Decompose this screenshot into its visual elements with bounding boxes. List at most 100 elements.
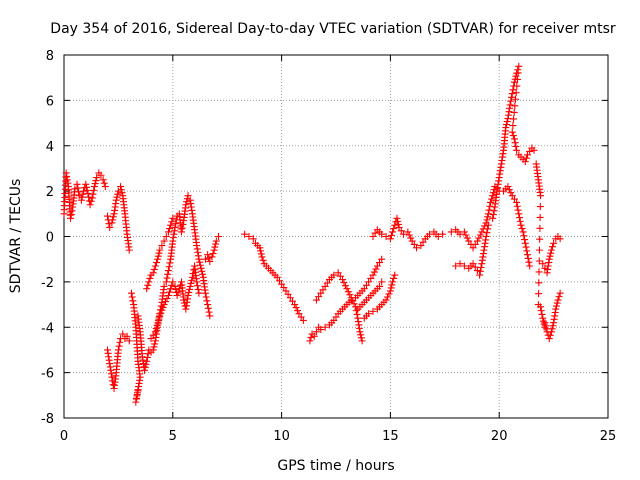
data-point [158, 242, 166, 250]
data-point [91, 180, 99, 188]
data-point [477, 264, 485, 272]
data-point [535, 246, 543, 254]
data-point [193, 278, 201, 286]
series-s19 [539, 233, 564, 277]
data-point [317, 326, 325, 334]
data-point [387, 231, 395, 239]
data-point [133, 394, 141, 402]
data-point [258, 253, 266, 261]
data-point [405, 231, 413, 239]
data-point [550, 239, 558, 247]
data-point [154, 252, 162, 260]
data-point [241, 230, 249, 238]
data-point [205, 254, 213, 262]
data-point [515, 62, 523, 70]
data-point [460, 262, 468, 270]
data-point [256, 244, 264, 252]
data-point [370, 268, 378, 276]
series-s08 [201, 233, 222, 265]
data-point [521, 239, 529, 247]
data-point [90, 186, 98, 194]
data-point [399, 230, 407, 238]
data-point [198, 267, 206, 275]
series-s02 [104, 183, 133, 254]
data-point [387, 284, 395, 292]
data-point [507, 189, 515, 197]
data-point [511, 139, 519, 147]
data-point [73, 180, 81, 188]
data-point [391, 221, 399, 229]
data-point [511, 102, 519, 110]
data-point [197, 264, 205, 272]
data-point [97, 171, 105, 179]
y-tick-label: -2 [41, 276, 54, 291]
data-point [554, 296, 562, 304]
data-point [149, 346, 157, 354]
data-point [163, 274, 171, 282]
data-point [87, 197, 95, 205]
data-point [509, 122, 517, 130]
data-point [151, 262, 159, 270]
data-point [378, 278, 386, 286]
data-point [168, 281, 176, 289]
data-point [118, 189, 126, 197]
data-point [484, 225, 492, 233]
series-s17 [489, 62, 538, 222]
data-point [484, 210, 492, 218]
data-point [346, 291, 354, 299]
data-point [132, 398, 140, 406]
data-points [60, 62, 564, 406]
data-point [536, 224, 544, 232]
x-tick-label: 10 [273, 429, 290, 444]
data-point [206, 312, 214, 320]
data-point [407, 234, 415, 242]
data-point [394, 220, 402, 228]
data-point [473, 267, 481, 275]
data-point [524, 254, 532, 262]
data-point [393, 214, 401, 222]
data-point [439, 230, 447, 238]
data-point [460, 228, 468, 236]
series-s04 [127, 289, 144, 406]
data-point [114, 346, 122, 354]
data-point [389, 278, 397, 286]
data-point [99, 176, 107, 184]
data-point [447, 228, 455, 236]
data-point [482, 233, 490, 240]
data-point [516, 217, 524, 225]
data-point [545, 255, 553, 263]
data-point [513, 76, 521, 84]
data-point [475, 234, 483, 242]
data-point [517, 221, 525, 229]
data-point [547, 328, 555, 336]
data-point [549, 322, 557, 330]
data-point [306, 337, 314, 345]
data-point [150, 265, 158, 273]
data-point [182, 201, 190, 209]
data-point [88, 194, 96, 202]
data-point [188, 273, 196, 281]
data-point [330, 271, 338, 279]
data-point [114, 190, 122, 198]
data-point [509, 132, 517, 140]
data-point [152, 259, 160, 267]
data-point [162, 233, 170, 240]
data-point [521, 236, 529, 244]
data-point [214, 233, 222, 240]
data-point [123, 332, 131, 340]
data-point [186, 282, 194, 290]
data-point [508, 93, 516, 101]
data-point [109, 213, 117, 221]
data-point [556, 289, 564, 297]
data-point [539, 260, 547, 268]
data-point [344, 288, 352, 296]
data-point [210, 246, 218, 254]
data-point [352, 307, 360, 315]
data-point [508, 90, 516, 98]
data-point [141, 363, 149, 371]
data-point [537, 192, 545, 200]
data-point [116, 338, 124, 346]
data-point [152, 325, 160, 333]
data-point [173, 291, 181, 299]
